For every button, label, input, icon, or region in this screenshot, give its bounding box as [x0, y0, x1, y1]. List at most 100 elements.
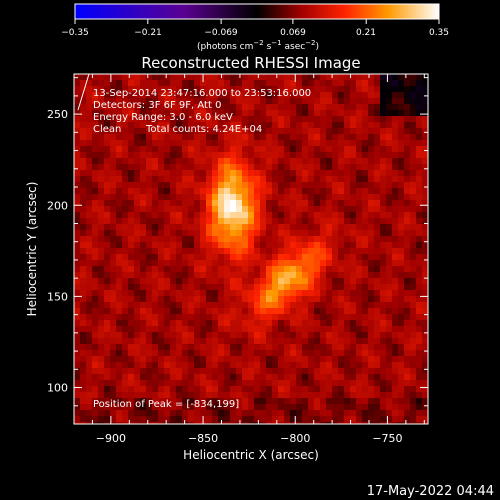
heatmap-cell [302, 356, 308, 362]
heatmap-cell [386, 128, 392, 134]
heatmap-cell [92, 152, 98, 158]
heatmap-cell [254, 404, 260, 410]
heatmap-cell [92, 86, 98, 92]
heatmap-cell [242, 350, 248, 356]
heatmap-cell [188, 158, 194, 164]
heatmap-cell [74, 188, 80, 194]
heatmap-cell [290, 272, 296, 278]
heatmap-cell [308, 332, 314, 338]
heatmap-cell [74, 212, 80, 218]
heatmap-cell [110, 104, 116, 110]
heatmap-cell [182, 230, 188, 236]
heatmap-cell [146, 248, 152, 254]
heatmap-cell [320, 194, 326, 200]
heatmap-cell [98, 212, 104, 218]
heatmap-cell [80, 398, 86, 404]
heatmap-cell [146, 152, 152, 158]
heatmap-cell [206, 230, 212, 236]
heatmap-cell [320, 170, 326, 176]
heatmap-cell [272, 368, 278, 374]
heatmap-cell [152, 80, 158, 86]
heatmap-cell [410, 158, 416, 164]
heatmap-cell [164, 200, 170, 206]
heatmap-cell [410, 248, 416, 254]
heatmap-cell [92, 380, 98, 386]
heatmap-cell [224, 248, 230, 254]
heatmap-cell [362, 212, 368, 218]
heatmap-cell [92, 416, 98, 422]
heatmap-cell [242, 182, 248, 188]
heatmap-cell [296, 170, 302, 176]
heatmap-cell [110, 398, 116, 404]
heatmap-cell [224, 206, 230, 212]
heatmap-cell [116, 74, 122, 80]
heatmap-cell [320, 188, 326, 194]
heatmap-cell [332, 308, 338, 314]
heatmap-cell [398, 116, 404, 122]
heatmap-cell [278, 134, 284, 140]
heatmap-cell [134, 200, 140, 206]
heatmap-cell [242, 278, 248, 284]
heatmap-cell [326, 308, 332, 314]
heatmap-cell [374, 260, 380, 266]
heatmap-cell [278, 404, 284, 410]
heatmap-cell [308, 362, 314, 368]
heatmap-cell [194, 284, 200, 290]
heatmap-cell [206, 284, 212, 290]
y-tick-label: 150 [47, 290, 68, 303]
heatmap-cell [356, 98, 362, 104]
heatmap-cell [170, 362, 176, 368]
heatmap-cell [350, 128, 356, 134]
heatmap-cell [140, 278, 146, 284]
heatmap-cell [218, 356, 224, 362]
heatmap-cell [74, 122, 80, 128]
heatmap-cell [362, 218, 368, 224]
heatmap-cell [230, 302, 236, 308]
heatmap-cell [332, 104, 338, 110]
heatmap-cell [278, 74, 284, 80]
heatmap-cell [206, 248, 212, 254]
heatmap-cell [344, 386, 350, 392]
heatmap-cell [128, 290, 134, 296]
heatmap-cell [98, 326, 104, 332]
heatmap-cell [350, 380, 356, 386]
heatmap-cell [248, 194, 254, 200]
heatmap-cell [284, 398, 290, 404]
heatmap-cell [74, 230, 80, 236]
heatmap-cell [254, 158, 260, 164]
heatmap-cell [224, 386, 230, 392]
heatmap-cell [146, 104, 152, 110]
heatmap-cell [164, 182, 170, 188]
heatmap-cell [92, 116, 98, 122]
heatmap-cell [320, 182, 326, 188]
heatmap-cell [98, 92, 104, 98]
heatmap-cell [164, 146, 170, 152]
heatmap-cell [236, 248, 242, 254]
heatmap-cell [110, 356, 116, 362]
heatmap-cell [152, 98, 158, 104]
heatmap-cell [362, 266, 368, 272]
heatmap-cell [344, 296, 350, 302]
heatmap-cell [410, 224, 416, 230]
heatmap-cell [320, 386, 326, 392]
heatmap-cell [86, 284, 92, 290]
heatmap-cell [410, 86, 416, 92]
heatmap-cell [98, 380, 104, 386]
heatmap-cell [392, 302, 398, 308]
heatmap-cell [416, 392, 422, 398]
heatmap-cell [254, 92, 260, 98]
heatmap-cell [308, 104, 314, 110]
heatmap-cell [338, 272, 344, 278]
heatmap-cell [350, 230, 356, 236]
heatmap-cell [302, 392, 308, 398]
heatmap-cell [236, 386, 242, 392]
heatmap-cell [302, 320, 308, 326]
heatmap-cell [206, 86, 212, 92]
heatmap-cell [350, 158, 356, 164]
heatmap-cell [398, 398, 404, 404]
heatmap-cell [242, 290, 248, 296]
heatmap-cell [80, 338, 86, 344]
heatmap-cell [416, 254, 422, 260]
heatmap-cell [170, 194, 176, 200]
heatmap-cell [302, 110, 308, 116]
